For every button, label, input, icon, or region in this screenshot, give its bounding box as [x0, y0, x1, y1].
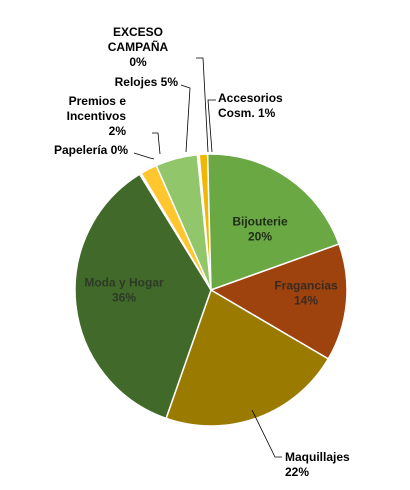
data-label-papeler-a-0: Papelería 0% — [54, 143, 128, 157]
pie-slice-bijouterie — [206, 153, 340, 292]
data-label-maquillajes: Maquillajes 22% — [285, 450, 350, 479]
data-label-fragancias: Fragancias 14% — [274, 279, 338, 308]
leader-line-premios-e — [152, 132, 161, 155]
slice-labels: Accesorios Cosm. 1% Bijouterie 20% Fragancia… — [54, 25, 350, 479]
pie-slice-moda-y-hogar — [74, 173, 212, 420]
data-label-moda-y-hogar: Moda y Hogar 36% — [84, 276, 164, 305]
leader-line-relojes-5 — [180, 84, 191, 153]
data-label-premios-e: Premios e Incentivos 2% — [67, 94, 127, 138]
pie-slice-fragancias — [209, 243, 348, 360]
data-label-bijouterie: Bijouterie 20% — [232, 215, 288, 244]
data-label-exceso: EXCESO CAMPAÑA 0% — [108, 25, 169, 69]
leader-line-papeler-a-0 — [133, 152, 155, 160]
leader-line-accesorios — [207, 99, 216, 153]
data-label-relojes-5: Relojes 5% — [115, 75, 179, 89]
leader-line-exceso — [196, 57, 209, 153]
data-label-accesorios: Accesorios Cosm. 1% — [218, 91, 283, 120]
pie-slice-maquillajes — [165, 288, 330, 427]
leader-lines — [133, 57, 282, 458]
leader-line-maquillajes — [251, 409, 282, 458]
pie-slices — [74, 153, 348, 427]
pie-slice-relojes-5 — [155, 153, 212, 291]
